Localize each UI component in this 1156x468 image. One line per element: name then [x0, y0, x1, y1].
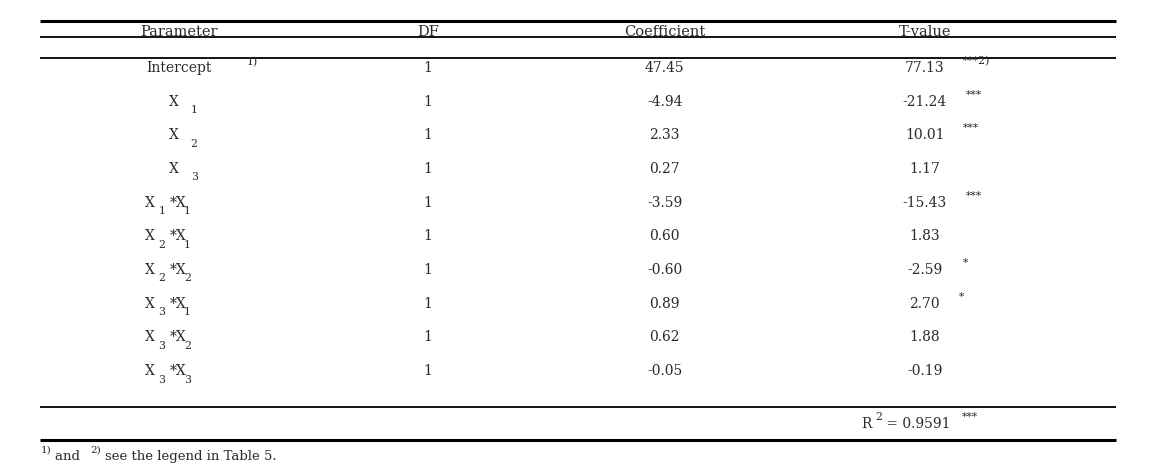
Text: -3.59: -3.59	[647, 196, 682, 210]
Text: X: X	[169, 95, 178, 109]
Text: ***: ***	[962, 123, 978, 133]
Text: X: X	[144, 263, 155, 277]
Text: 1: 1	[423, 364, 432, 378]
Text: 1: 1	[184, 206, 191, 216]
Text: X: X	[144, 364, 155, 378]
Text: *X: *X	[170, 229, 186, 243]
Text: 0.27: 0.27	[650, 162, 680, 176]
Text: 3: 3	[158, 307, 165, 317]
Text: 1.88: 1.88	[910, 330, 940, 344]
Text: 0.60: 0.60	[650, 229, 680, 243]
Text: 0.62: 0.62	[650, 330, 680, 344]
Text: *X: *X	[170, 364, 186, 378]
Text: 3: 3	[184, 374, 191, 385]
Text: 2: 2	[184, 341, 191, 351]
Text: 1): 1)	[246, 57, 258, 67]
Text: X: X	[144, 229, 155, 243]
Text: Intercept: Intercept	[147, 61, 212, 75]
Text: 1: 1	[423, 128, 432, 142]
Text: X: X	[169, 162, 178, 176]
Text: 3: 3	[158, 341, 165, 351]
Text: ***: ***	[966, 190, 983, 201]
Text: *X: *X	[170, 297, 186, 311]
Text: X: X	[169, 128, 178, 142]
Text: 1: 1	[184, 240, 191, 250]
Text: *X: *X	[170, 330, 186, 344]
Text: 1: 1	[423, 61, 432, 75]
Text: 1: 1	[423, 95, 432, 109]
Text: ***: ***	[962, 411, 978, 422]
Text: DF: DF	[417, 25, 438, 38]
Text: 2.33: 2.33	[650, 128, 680, 142]
Text: 1.83: 1.83	[910, 229, 940, 243]
Text: -2.59: -2.59	[907, 263, 942, 277]
Text: X: X	[144, 330, 155, 344]
Text: 3: 3	[158, 374, 165, 385]
Text: Parameter: Parameter	[140, 25, 218, 38]
Text: ***2): ***2)	[962, 56, 990, 66]
Text: *X: *X	[170, 263, 186, 277]
Text: *X: *X	[170, 196, 186, 210]
Text: -0.60: -0.60	[647, 263, 682, 277]
Text: -21.24: -21.24	[903, 95, 947, 109]
Text: X: X	[144, 297, 155, 311]
Text: R: R	[861, 417, 872, 431]
Text: *: *	[962, 258, 968, 268]
Text: = 0.9591: = 0.9591	[882, 417, 950, 431]
Text: 1.17: 1.17	[910, 162, 940, 176]
Text: -4.94: -4.94	[647, 95, 682, 109]
Text: 1: 1	[423, 297, 432, 311]
Text: 1: 1	[423, 263, 432, 277]
Text: 2: 2	[875, 411, 882, 422]
Text: 2: 2	[184, 273, 191, 284]
Text: 10.01: 10.01	[905, 128, 944, 142]
Text: and: and	[55, 450, 84, 463]
Text: 2: 2	[158, 240, 165, 250]
Text: 2.70: 2.70	[910, 297, 940, 311]
Text: see the legend in Table 5.: see the legend in Table 5.	[105, 450, 276, 463]
Text: 77.13: 77.13	[905, 61, 944, 75]
Text: 0.89: 0.89	[650, 297, 680, 311]
Text: 2): 2)	[90, 446, 101, 455]
Text: 1: 1	[423, 196, 432, 210]
Text: -0.05: -0.05	[647, 364, 682, 378]
Text: 2: 2	[158, 273, 165, 284]
Text: 1: 1	[184, 307, 191, 317]
Text: 2: 2	[191, 139, 198, 149]
Text: -0.19: -0.19	[907, 364, 942, 378]
Text: 1: 1	[423, 330, 432, 344]
Text: X: X	[144, 196, 155, 210]
Text: ***: ***	[966, 89, 983, 100]
Text: 3: 3	[191, 172, 198, 183]
Text: -15.43: -15.43	[903, 196, 947, 210]
Text: 1: 1	[191, 105, 198, 115]
Text: Coefficient: Coefficient	[624, 25, 705, 38]
Text: 1: 1	[423, 162, 432, 176]
Text: 1: 1	[423, 229, 432, 243]
Text: T-value: T-value	[898, 25, 951, 38]
Text: *: *	[958, 292, 964, 302]
Text: 47.45: 47.45	[645, 61, 684, 75]
Text: 1): 1)	[40, 446, 51, 455]
Text: 1: 1	[158, 206, 165, 216]
